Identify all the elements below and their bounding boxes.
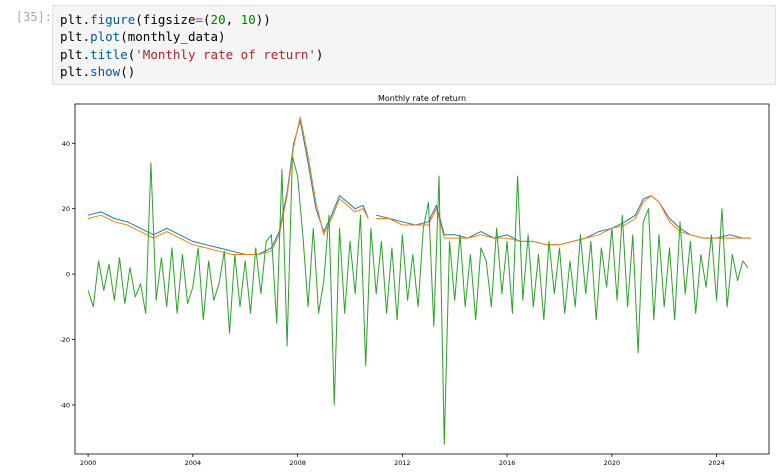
code-cell[interactable]: plt.figure(figsize=(20, 10)) plt.plot(mon… xyxy=(52,5,776,85)
series-line-3 xyxy=(87,155,749,445)
code-line: plt.title('Monthly rate of return') xyxy=(60,46,768,63)
code-token: . xyxy=(82,46,91,62)
code-token: 20 xyxy=(210,12,226,27)
code-token: = xyxy=(195,12,204,27)
code-line: plt.show() xyxy=(60,63,768,80)
code-line: plt.plot(monthly_data) xyxy=(60,28,768,45)
code-token: ( xyxy=(127,46,136,62)
x-tick-label: 2012 xyxy=(394,459,411,467)
x-tick-label: 2024 xyxy=(708,459,725,467)
chart-output: Monthly rate of return 40 20 0 -20 -40 2000 200… xyxy=(59,92,780,472)
x-tick-label: 2020 xyxy=(604,459,621,467)
code-token: . xyxy=(82,63,91,79)
code-token: figure xyxy=(90,12,136,27)
code-token: . xyxy=(82,29,91,45)
code-token: title xyxy=(90,46,128,62)
code-token: plt xyxy=(60,12,83,27)
code-token: ( xyxy=(203,12,211,27)
code-token: plt xyxy=(60,46,83,62)
code-token: (figsize xyxy=(135,12,196,27)
code-token: 10 xyxy=(240,12,256,27)
chart-title: Monthly rate of return xyxy=(378,94,466,103)
x-tick-label: 2016 xyxy=(499,459,516,467)
code-token: 'Monthly rate of return' xyxy=(135,46,316,62)
y-tick-label: -40 xyxy=(60,401,70,409)
code-token: (monthly_data) xyxy=(120,29,226,45)
series-line-1 xyxy=(87,119,751,255)
code-token: plt xyxy=(60,63,83,79)
code-token: , xyxy=(225,12,241,27)
y-tick-label: 0 xyxy=(66,271,70,279)
y-tick-label: -20 xyxy=(60,336,70,344)
cell-prompt: [35]: xyxy=(15,10,52,24)
y-tick-label: 20 xyxy=(62,205,70,213)
x-tick-label: 2008 xyxy=(289,459,306,467)
code-token: show xyxy=(90,63,121,79)
code-token: ) xyxy=(315,46,324,62)
code-token: () xyxy=(120,63,136,79)
x-tick-label: 2004 xyxy=(185,459,202,467)
code-token: plot xyxy=(90,29,121,45)
x-tick-label: 2000 xyxy=(80,459,97,467)
y-tick-label: 40 xyxy=(62,140,70,148)
series-line-2 xyxy=(87,116,751,255)
code-line: plt.figure(figsize=(20, 10)) xyxy=(60,11,768,28)
axes-frame xyxy=(74,103,770,455)
line-chart: Monthly rate of return 40 20 0 -20 -40 2000 200… xyxy=(59,94,770,467)
code-token: )) xyxy=(255,12,271,27)
code-token: . xyxy=(82,12,91,27)
code-token: plt xyxy=(60,29,83,45)
